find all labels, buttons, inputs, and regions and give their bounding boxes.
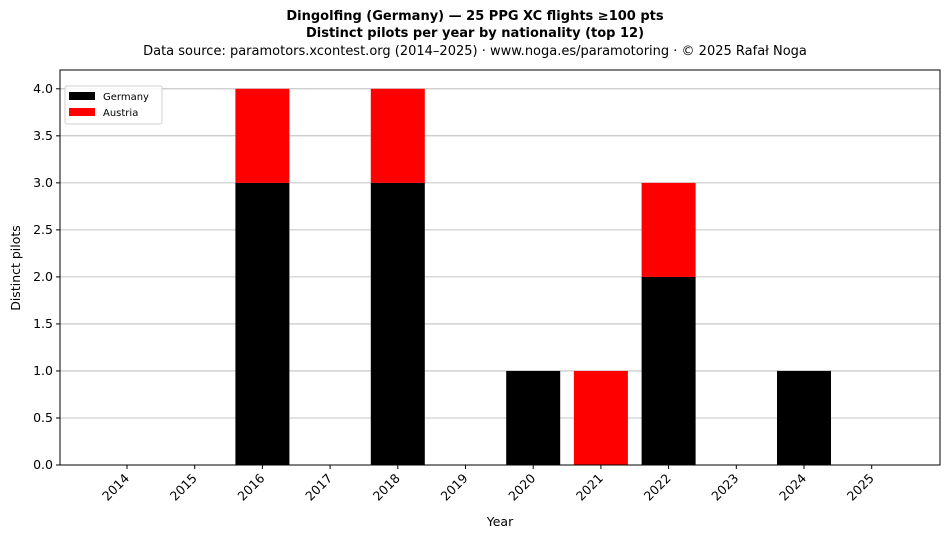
- x-tick-label: 2015: [167, 471, 200, 504]
- chart-title-line1: Dingolfing (Germany) — 25 PPG XC flights…: [286, 9, 663, 24]
- x-tick-label: 2022: [641, 471, 674, 504]
- x-tick-label: 2018: [370, 470, 403, 503]
- y-axis-label: Distinct pilots: [8, 225, 23, 311]
- legend-swatch-austria: [69, 108, 95, 116]
- y-tick-label: 2.5: [33, 222, 53, 237]
- bar-austria-2018: [370, 88, 425, 183]
- x-tick-label: 2016: [234, 470, 267, 503]
- legend: Germany Austria: [64, 85, 163, 125]
- x-tick-label: 2014: [99, 470, 132, 503]
- x-tick-label: 2020: [505, 470, 538, 503]
- y-axis-ticks: 0.0 0.5 1.0 1.5 2.0 2.5 3.0 3.5 4.0: [33, 81, 60, 472]
- y-tick-label: 3.0: [33, 175, 53, 190]
- x-tick-label: 2025: [844, 471, 877, 504]
- y-tick-label: 1.5: [33, 316, 53, 331]
- x-axis-ticks: 2014 2015 2016 2017 2018 2019 2020 2021 2022 2023…: [99, 465, 877, 504]
- legend-label-austria: Austria: [103, 108, 138, 119]
- bar-austria-2022: [641, 182, 696, 277]
- x-tick-label: 2017: [302, 471, 335, 504]
- bar-germany-2018: [370, 182, 425, 465]
- legend-label-germany: Germany: [103, 92, 149, 103]
- y-tick-label: 1.0: [33, 363, 53, 378]
- gridlines: [60, 88, 940, 466]
- bar-austria-2021: [573, 370, 628, 465]
- chart-subtitle: Data source: paramotors.xcontest.org (20…: [143, 44, 807, 59]
- y-tick-label: 4.0: [33, 81, 53, 96]
- y-tick-label: 0.0: [33, 457, 53, 472]
- legend-swatch-germany: [69, 92, 95, 100]
- bar-austria-2016: [235, 88, 290, 183]
- x-axis-label: Year: [486, 514, 514, 529]
- bar-germany-2020: [506, 370, 561, 465]
- plot-frame: [59, 69, 941, 466]
- x-tick-label: 2021: [573, 471, 606, 504]
- bar-germany-2016: [235, 182, 290, 465]
- bars: [235, 88, 831, 465]
- y-tick-label: 0.5: [33, 410, 53, 425]
- x-tick-label: 2024: [776, 470, 809, 503]
- y-tick-label: 2.0: [33, 269, 53, 284]
- chart-title-line2: Distinct pilots per year by nationality …: [306, 26, 644, 41]
- y-tick-label: 3.5: [33, 128, 53, 143]
- bar-germany-2022: [641, 276, 696, 465]
- bar-germany-2024: [777, 370, 831, 465]
- x-tick-label: 2023: [708, 471, 741, 504]
- x-tick-label: 2019: [438, 470, 471, 503]
